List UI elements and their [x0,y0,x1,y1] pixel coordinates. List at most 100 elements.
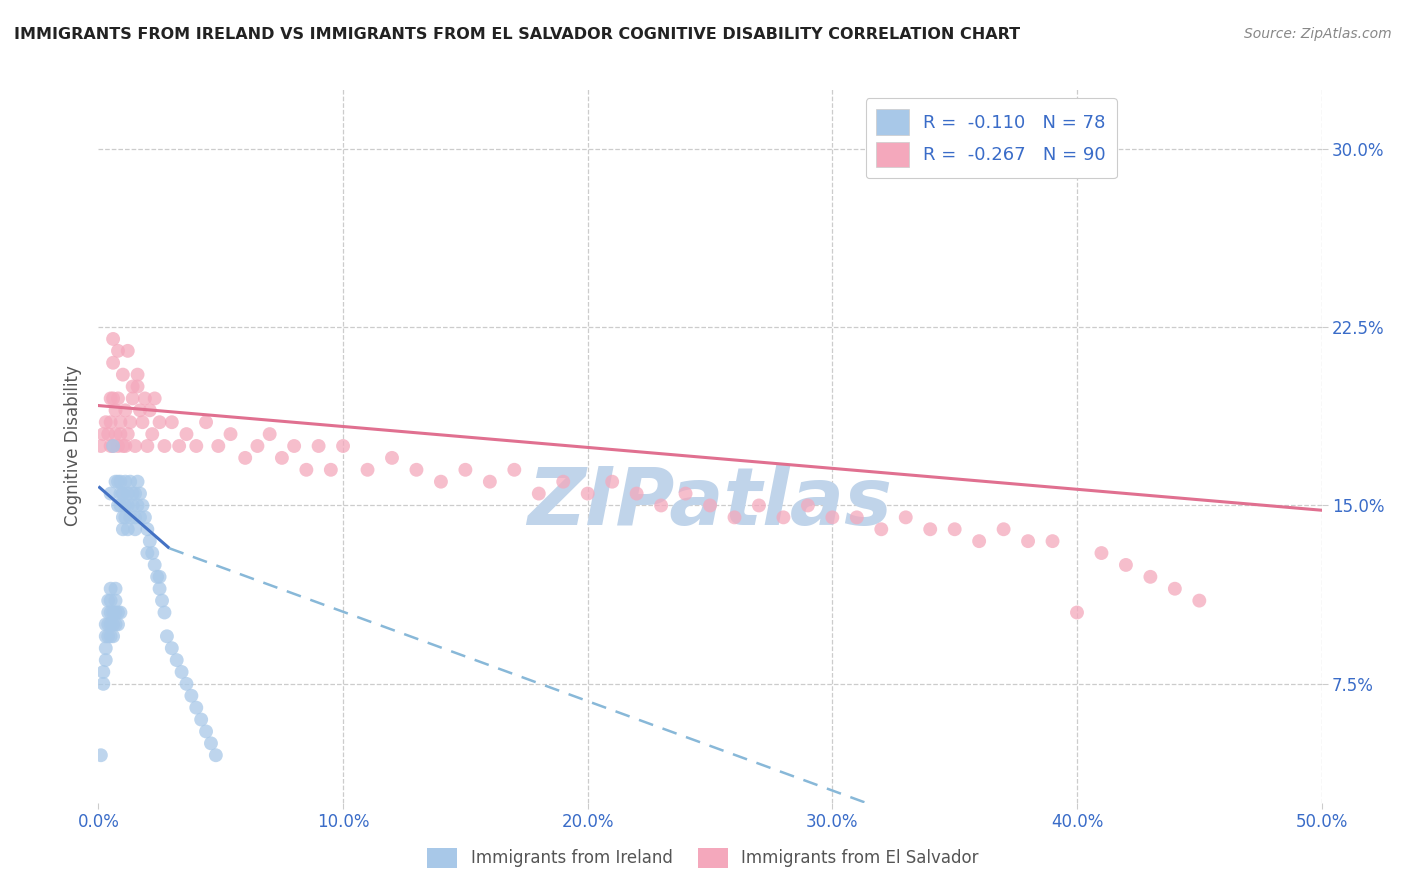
Point [97,617,120,632]
Point [94,629,117,643]
Point [246,439,269,453]
Point [97,606,120,620]
Point [107,606,129,620]
Point [117,499,139,513]
Point [117,522,139,536]
Point [650,499,672,513]
Point [94,415,117,429]
Point [117,427,139,442]
Point [121,499,143,513]
Point [120,415,142,429]
Point [97,593,120,607]
Point [101,439,124,453]
Point [101,356,124,370]
Point [600,475,623,489]
Point [166,653,188,667]
Point [136,522,159,536]
Point [100,415,122,429]
Point [127,475,149,489]
Point [797,499,820,513]
Point [136,439,159,453]
Point [180,689,202,703]
Point [117,486,139,500]
Point [104,606,127,620]
Point [121,379,143,393]
Point [91,677,114,691]
Point [90,748,112,763]
Point [160,415,183,429]
Point [101,439,124,453]
Point [149,582,172,596]
Point [100,617,122,632]
Point [91,427,114,442]
Point [1164,582,1187,596]
Point [156,629,179,643]
Point [699,499,721,513]
Point [527,486,550,500]
Point [134,392,156,406]
Point [870,522,893,536]
Point [121,392,143,406]
Point [124,510,146,524]
Point [283,439,305,453]
Point [101,617,124,632]
Point [576,486,599,500]
Point [200,736,222,750]
Point [219,427,242,442]
Point [131,499,153,513]
Point [111,486,134,500]
Point [94,641,117,656]
Point [723,510,745,524]
Point [104,403,127,417]
Point [308,439,330,453]
Point [195,415,218,429]
Point [233,450,256,465]
Point [920,522,942,536]
Point [195,724,218,739]
Point [114,439,136,453]
Point [381,450,404,465]
Point [503,463,526,477]
Point [675,486,697,500]
Point [1090,546,1112,560]
Point [141,546,163,560]
Point [170,665,193,679]
Point [894,510,917,524]
Point [821,510,844,524]
Point [153,439,176,453]
Point [124,439,146,453]
Point [110,415,132,429]
Point [94,617,117,632]
Point [101,606,124,620]
Point [104,582,127,596]
Point [114,510,136,524]
Point [454,463,477,477]
Point [107,439,129,453]
Point [186,700,208,714]
Point [207,439,229,453]
Point [111,510,134,524]
Point [270,450,294,465]
Point [186,439,208,453]
Point [845,510,868,524]
Point [124,486,146,500]
Point [1188,593,1211,607]
Point [107,499,129,513]
Point [94,653,117,667]
Point [131,415,153,429]
Point [101,332,124,346]
Point [332,439,354,453]
Point [111,486,134,500]
Point [143,558,166,572]
Point [110,499,132,513]
Point [120,475,142,489]
Point [124,522,146,536]
Point [1066,606,1088,620]
Point [626,486,648,500]
Point [356,463,378,477]
Point [100,439,122,453]
Point [176,427,198,442]
Point [149,415,172,429]
Point [993,522,1015,536]
Point [405,463,427,477]
